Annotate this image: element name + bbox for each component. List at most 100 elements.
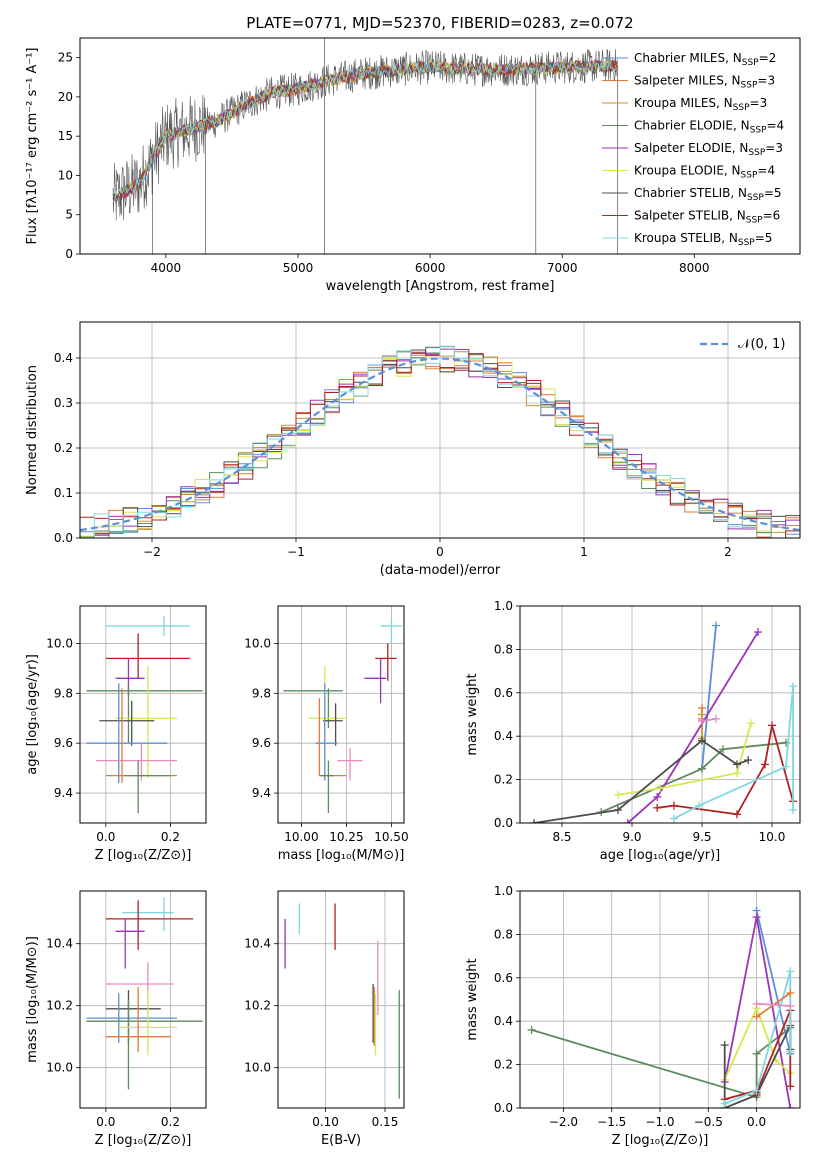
y-tick-label: 0.0 — [494, 816, 513, 830]
x-tick-label: 0.0 — [96, 830, 115, 844]
y-tick-label: 15 — [58, 129, 73, 143]
x-tick-label: 9.0 — [622, 830, 641, 844]
y-tick-label: 0.1 — [54, 486, 73, 500]
x-tick-label: 9.5 — [692, 830, 711, 844]
axes-frame — [277, 605, 405, 824]
x-tick-label: 1 — [580, 545, 588, 559]
figure-title: PLATE=0771, MJD=52370, FIBERID=0283, z=0… — [246, 14, 633, 32]
model-spectrum-kroupa_stelib — [112, 60, 618, 203]
legend-subscript: SSP — [746, 216, 763, 226]
x-axis-label: age [log₁₀(age/yr)] — [600, 848, 721, 863]
errorbar-point-kroupa_stelib — [105, 615, 190, 636]
legend-subscript: SSP — [742, 58, 759, 68]
legend-subscript: SSP — [741, 81, 758, 91]
axes-massweight_vs_age: 8.5 9.0 9.5 10.0 0.0 0.2 0.4 0.6 0.8 1.0 age [log₁… — [465, 599, 801, 863]
errorbar-point-pink — [337, 748, 363, 781]
x-tick-label: 0.2 — [161, 830, 180, 844]
axes-frame — [79, 890, 207, 1109]
y-tick-label: 10.4 — [46, 937, 73, 951]
y-tick-label: 10.2 — [244, 999, 271, 1013]
axes-mass_vs_Z: 0.0 0.2 10.0 10.2 10.4 Z [log₁₀(Z/Z⊙)] mass [l… — [25, 890, 207, 1148]
x-axis-label: Z [log₁₀(Z/Z⊙)] — [612, 1133, 709, 1148]
plot-area-mass_vs_Z — [86, 897, 203, 1090]
errorbar-point-salpeter_miles — [105, 987, 171, 1053]
errorbar-point-chabrier_miles — [86, 993, 177, 1043]
legend-count: =3 — [750, 96, 768, 110]
x-tick-label: 8.5 — [552, 830, 571, 844]
series-salpeter_elodie — [623, 628, 762, 823]
x-tick-label: 0 — [436, 545, 444, 559]
y-tick-label: 1.0 — [494, 884, 513, 898]
x-tick-label: −0.5 — [694, 1115, 723, 1129]
series-salpeter_stelib — [653, 721, 797, 819]
x-tick-label: 0.2 — [161, 1115, 180, 1129]
legend-subscript: SSP — [748, 148, 765, 158]
y-axis-label: mass weight — [465, 673, 480, 755]
model-spectrum-kroupa_elodie — [112, 59, 618, 202]
legend-count: =3 — [765, 141, 783, 155]
y-tick-label: 0.2 — [494, 1058, 513, 1072]
series-pink — [752, 999, 795, 1011]
errorbar-point-salpeter_stelib — [105, 633, 190, 679]
errorbar-point-salpeter_stelib — [105, 900, 194, 950]
y-tick-label: 0 — [65, 247, 73, 261]
x-tick-label: 10.25 — [329, 830, 363, 844]
series-line — [701, 625, 717, 769]
legend-text: Chabrier STELIB, N — [634, 186, 747, 200]
legend-label: Chabrier STELIB, NSSP=5 — [634, 186, 782, 203]
axes-massweight_vs_Z: −2.0 −1.5 −1.0 −0.5 0.0 0.0 0.2 0.4 0.6 0.8 1.0 Z [… — [465, 884, 801, 1148]
plot-area-age_vs_mass — [283, 618, 403, 814]
y-tick-label: 9.6 — [54, 736, 73, 750]
errorbar-point-chabrier_miles — [86, 683, 168, 784]
x-tick-label: −1 — [287, 545, 305, 559]
legend-count: =3 — [757, 74, 775, 88]
legend-text: Kroupa ELODIE, N — [634, 164, 741, 178]
y-tick-label: 10.0 — [244, 1061, 271, 1075]
legend-count: =4 — [757, 164, 775, 178]
axes-spectrum: 4000 5000 6000 7000 8000 0 5 10 15 20 25 wavelength… — [25, 37, 801, 294]
errorbar-point-chabrier_stelib — [99, 700, 155, 746]
legend-count: =2 — [759, 51, 777, 65]
plot-area-massweight_vs_Z — [527, 906, 795, 1108]
legend-count: =6 — [763, 209, 781, 223]
y-tick-label: 0.6 — [494, 686, 513, 700]
x-tick-label: 7000 — [547, 261, 578, 275]
y-axis-label: Flux [fλ10⁻¹⁷ erg cm⁻² s⁻¹ A⁻¹] — [25, 48, 40, 245]
errorbar-point-kroupa_stelib — [122, 897, 174, 932]
x-tick-label: 0.0 — [747, 1115, 766, 1129]
legend-text: Kroupa MILES, N — [634, 96, 733, 110]
errorbar-point-kroupa_elodie — [115, 665, 177, 779]
y-tick-label: 0.6 — [494, 971, 513, 985]
legend-count: =4 — [766, 119, 784, 133]
legend-label: Kroupa STELIB, NSSP=5 — [634, 231, 772, 248]
legend-label: Salpeter MILES, NSSP=3 — [634, 74, 775, 91]
legend-text: Chabrier ELODIE, N — [634, 119, 750, 133]
y-tick-label: 5 — [65, 208, 73, 222]
series-line — [756, 1002, 791, 1007]
x-axis-label: mass [log₁₀(M/M⊙)] — [278, 848, 405, 863]
x-axis-label: wavelength [Angstrom, rest frame] — [326, 279, 555, 294]
plot-area-massweight_vs_age — [530, 621, 797, 823]
axes-age_vs_Z: 0.0 0.2 9.4 9.6 9.8 10.0 Z [log₁₀(Z/Z⊙)] age [l… — [25, 605, 207, 863]
panels-group: 4000 5000 6000 7000 80000510152025wavelength… — [25, 37, 801, 1148]
axes-frame — [277, 890, 405, 1109]
series-line — [755, 910, 792, 1055]
x-tick-label: −1.5 — [597, 1115, 626, 1129]
legend-label: Chabrier MILES, NSSP=2 — [634, 51, 776, 68]
legend-text: Salpeter ELODIE, N — [634, 141, 748, 155]
x-tick-label: −2 — [143, 545, 161, 559]
legend-subscript: SSP — [750, 126, 767, 136]
legend-label: Salpeter ELODIE, NSSP=3 — [634, 141, 783, 158]
legend-label-normal: 𝒩(0, 1) — [738, 337, 785, 352]
y-tick-label: 0.0 — [54, 531, 73, 545]
legend-label: Kroupa MILES, NSSP=3 — [634, 96, 767, 113]
legend-label: Kroupa ELODIE, NSSP=4 — [634, 164, 775, 181]
y-tick-label: 10 — [58, 168, 73, 182]
legend-label: Chabrier ELODIE, NSSP=4 — [634, 119, 784, 136]
y-axis-label: Normed distribution — [25, 365, 40, 495]
x-tick-label: 10.00 — [284, 830, 318, 844]
y-tick-label: 0.3 — [54, 396, 73, 410]
x-tick-label: 2 — [724, 545, 732, 559]
x-axis-label: E(B-V) — [321, 1133, 361, 1148]
